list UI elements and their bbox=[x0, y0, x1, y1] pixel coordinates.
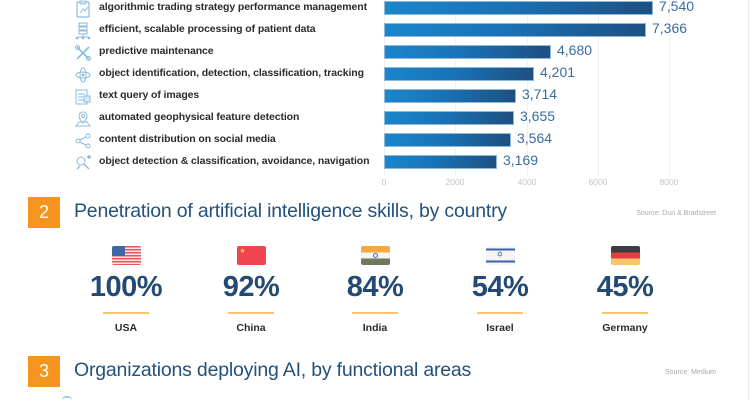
china-flag-icon: ★ bbox=[236, 246, 266, 265]
gridline-8000 bbox=[669, 0, 670, 175]
underline-divider bbox=[352, 312, 398, 314]
bar-value-label: 3,714 bbox=[522, 86, 558, 102]
percent-value: 45% bbox=[596, 271, 654, 303]
section-number-badge: 3 bbox=[28, 356, 60, 387]
chart-row: text query of images 3,714 bbox=[0, 86, 750, 108]
row-label: content distribution on social media bbox=[99, 133, 276, 145]
underline-divider bbox=[103, 312, 149, 314]
chart-row: algorithmic trading strategy performance… bbox=[0, 0, 750, 20]
document-image-icon bbox=[74, 88, 92, 106]
clipboard-chart-icon bbox=[74, 0, 92, 18]
row-label: object detection & classification, avoid… bbox=[99, 155, 370, 167]
chart-row: predictive maintenance 4,680 bbox=[0, 42, 750, 64]
gridline-6000 bbox=[598, 0, 599, 175]
chart-row: content distribution on social media 3,56… bbox=[0, 130, 750, 152]
israel-flag-icon: ✡ bbox=[485, 246, 515, 265]
percent-value: 84% bbox=[346, 271, 404, 303]
section-title: Organizations deploying AI, by functiona… bbox=[74, 359, 472, 381]
gridline-2000 bbox=[455, 0, 456, 175]
bar bbox=[384, 45, 551, 59]
row-label: algorithmic trading strategy performance… bbox=[99, 1, 367, 13]
country-name: China bbox=[236, 321, 266, 334]
bar-value-label: 7,366 bbox=[652, 20, 688, 36]
partial-icon bbox=[62, 396, 72, 400]
atom-scan-icon bbox=[74, 66, 92, 84]
wrench-screwdriver-icon bbox=[74, 44, 92, 62]
share-icon bbox=[74, 132, 92, 150]
row-label: automated geophysical feature detection bbox=[99, 111, 300, 123]
section-3-header: 3 Organizations deploying AI, by functio… bbox=[0, 356, 750, 388]
country-stat-china: ★ 92% China bbox=[196, 246, 306, 334]
bar-value-label: 7,540 bbox=[659, 0, 695, 14]
india-flag-icon bbox=[360, 246, 390, 265]
gridline-0 bbox=[384, 0, 385, 175]
country-name: India bbox=[362, 321, 388, 334]
country-stat-israel: ✡ 54% Israel bbox=[445, 246, 555, 334]
germany-flag-icon bbox=[610, 246, 640, 265]
bar bbox=[384, 67, 534, 81]
us-flag-icon bbox=[111, 246, 141, 265]
source-note: Source: Dun & Bradstreet bbox=[636, 210, 716, 217]
percent-value: 92% bbox=[222, 271, 280, 303]
percent-value: 100% bbox=[89, 271, 163, 303]
country-name: Israel bbox=[486, 321, 514, 334]
source-note: Source: Medium bbox=[665, 369, 716, 376]
row-label: text query of images bbox=[99, 89, 200, 101]
row-label: object identification, detection, classi… bbox=[99, 67, 364, 79]
bar-value-label: 4,680 bbox=[557, 42, 593, 58]
bar bbox=[384, 155, 497, 169]
chart-row: object detection & classification, avoid… bbox=[0, 152, 750, 174]
section-title: Penetration of artificial intelligence s… bbox=[74, 200, 507, 222]
robot-arm-icon bbox=[74, 154, 92, 172]
server-network-icon bbox=[74, 22, 92, 40]
page-edge-divider bbox=[748, 0, 749, 400]
bar-value-label: 3,564 bbox=[517, 130, 553, 146]
bar bbox=[384, 23, 646, 37]
axis-tick: 4000 bbox=[517, 177, 537, 187]
underline-divider bbox=[477, 312, 523, 314]
bar bbox=[384, 1, 653, 15]
axis-tick: 0 bbox=[381, 177, 387, 187]
bar bbox=[384, 111, 514, 125]
country-stat-germany: 45% Germany bbox=[570, 246, 680, 334]
bar bbox=[384, 133, 511, 147]
country-stat-india: 84% India bbox=[320, 246, 430, 334]
chart-row: automated geophysical feature detection 3… bbox=[0, 108, 750, 130]
map-pin-icon bbox=[74, 110, 92, 128]
bar-value-label: 4,201 bbox=[540, 64, 576, 80]
axis-tick: 2000 bbox=[445, 177, 465, 187]
section-2-header: 2 Penetration of artificial intelligence… bbox=[0, 197, 750, 229]
bar-value-label: 3,169 bbox=[503, 152, 539, 168]
use-case-bar-chart: algorithmic trading strategy performance… bbox=[0, 0, 750, 190]
gridline-4000 bbox=[527, 0, 528, 175]
country-stat-usa: 100% USA bbox=[71, 246, 181, 334]
chart-row: efficient, scalable processing of patien… bbox=[0, 20, 750, 42]
country-name: USA bbox=[114, 321, 138, 334]
row-label: predictive maintenance bbox=[99, 45, 214, 57]
row-label: efficient, scalable processing of patien… bbox=[99, 23, 316, 35]
section-number-badge: 2 bbox=[28, 197, 60, 228]
percent-value: 54% bbox=[471, 271, 529, 303]
axis-tick: 8000 bbox=[659, 177, 679, 187]
axis-tick: 6000 bbox=[588, 177, 608, 187]
underline-divider bbox=[602, 312, 648, 314]
underline-divider bbox=[228, 312, 274, 314]
bar bbox=[384, 89, 516, 103]
country-name: Germany bbox=[602, 321, 648, 334]
bar-value-label: 3,655 bbox=[520, 108, 556, 124]
chart-row: object identification, detection, classi… bbox=[0, 64, 750, 86]
